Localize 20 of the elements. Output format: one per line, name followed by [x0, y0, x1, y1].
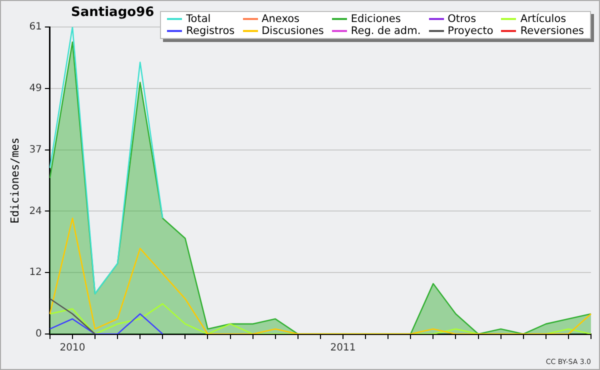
- legend-label: Proyecto: [448, 25, 494, 37]
- legend-label: Total: [186, 13, 211, 25]
- y-tick-label: 12: [29, 267, 42, 278]
- legend-label: Registros: [186, 25, 235, 37]
- y-tick-label: 49: [29, 82, 42, 94]
- y-tick-label: 0: [36, 328, 42, 340]
- legend-label: Reg. de adm.: [350, 25, 421, 37]
- chart-title: Santiago96: [71, 5, 154, 20]
- legend-label: Anexos: [262, 13, 300, 25]
- legend-label: Artículos: [520, 13, 566, 25]
- legend-label: Ediciones: [350, 13, 401, 25]
- x-tick-label: 2010: [60, 342, 86, 354]
- y-tick-label: 37: [29, 144, 42, 156]
- legend-label: Otros: [448, 13, 476, 25]
- y-axis-title: Ediciones/mes: [8, 137, 22, 224]
- legend-label: Discusiones: [262, 25, 324, 37]
- y-tick-label: 61: [29, 22, 42, 33]
- y-tick-label: 24: [29, 206, 42, 217]
- x-tick-label: 2011: [330, 342, 356, 354]
- legend-label: Reversiones: [520, 25, 584, 37]
